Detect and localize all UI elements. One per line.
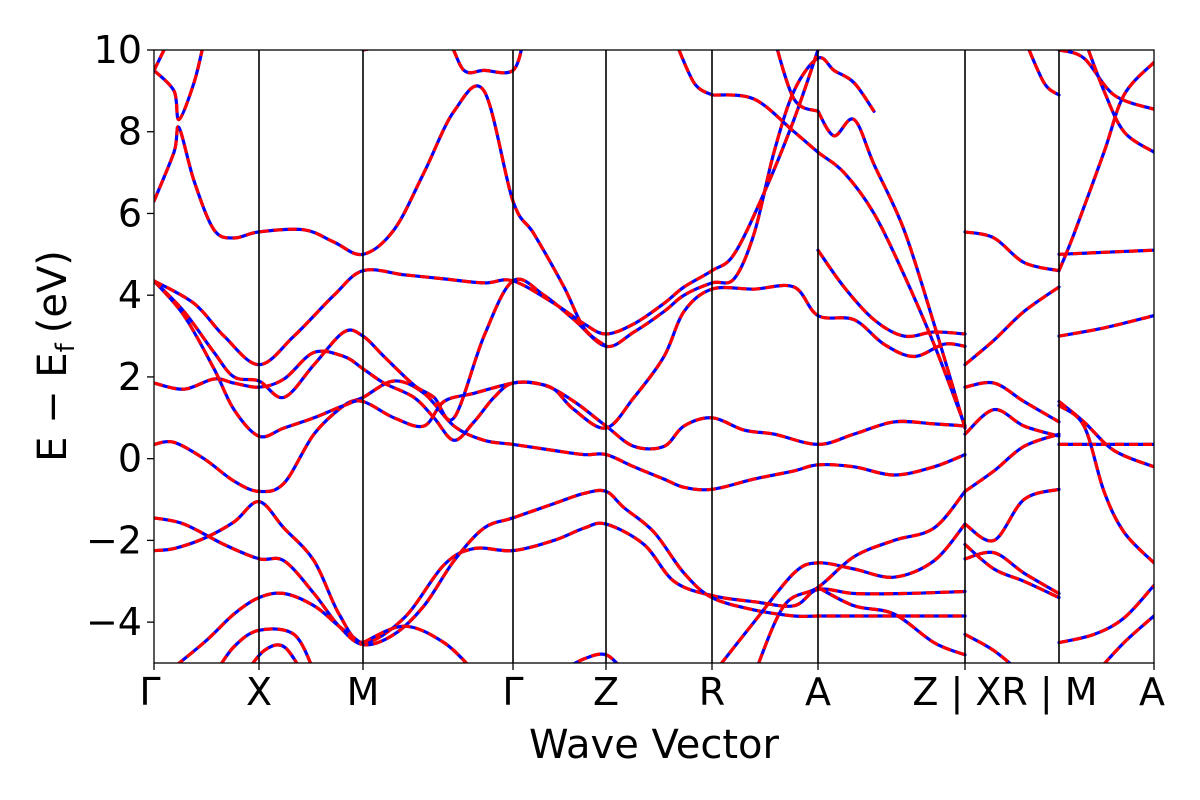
band-line-red-23 xyxy=(817,585,966,657)
x-tick-label: Γ xyxy=(502,670,523,714)
y-axis-ticks: −4 −2 0 2 4 6 8 10 xyxy=(86,28,154,644)
band-line-blue-14 xyxy=(816,109,967,430)
band-line-blue-3 xyxy=(154,349,967,451)
band-line-red-1 xyxy=(154,488,965,647)
band-line-blue-12 xyxy=(710,93,967,428)
band-line-blue-0 xyxy=(154,500,967,645)
x-tick-label: Γ xyxy=(139,670,160,714)
band-line-red-40 xyxy=(1102,614,1154,663)
band-line-red-25 xyxy=(963,285,1060,366)
band-line-blue-13 xyxy=(677,50,714,97)
x-axis-ticks: Γ X M Γ Z R A Z | XR | M A xyxy=(139,663,1165,715)
y-tick-label: 6 xyxy=(118,191,142,235)
band-line-red-11 xyxy=(816,249,966,339)
band-line-red-21 xyxy=(719,523,967,663)
band-line-red-0 xyxy=(154,500,966,645)
y-tick-label: −4 xyxy=(86,600,142,644)
y-tick-label: 4 xyxy=(118,273,142,317)
band-line-red-16 xyxy=(176,591,364,663)
band-line-red-29 xyxy=(964,487,1060,543)
band-line-blue-4 xyxy=(154,279,967,439)
band-line-blue-24 xyxy=(963,230,1061,273)
band-line-red-5 xyxy=(154,56,876,422)
band-line-blue-39 xyxy=(1057,583,1154,645)
band-line-red-34 xyxy=(1058,248,1154,256)
band-line-red-35 xyxy=(1058,314,1154,338)
x-tick-label: A xyxy=(1139,670,1165,714)
band-line-red-42 xyxy=(1057,61,1154,272)
band-line-blue-23 xyxy=(816,585,967,657)
band-line-blue-33 xyxy=(1027,50,1061,97)
band-lines xyxy=(154,50,1154,663)
x-tick-label: X xyxy=(246,670,272,714)
band-line-red-8 xyxy=(154,50,204,122)
x-tick-label: Z xyxy=(593,670,619,714)
x-tick-label: M xyxy=(347,670,380,714)
band-line-red-30 xyxy=(964,550,1060,595)
band-line-blue-11 xyxy=(816,248,967,339)
band-line-red-18 xyxy=(362,624,469,663)
y-axis-label-subscript: f xyxy=(51,342,81,352)
band-line-red-2 xyxy=(154,379,966,494)
band-line-red-39 xyxy=(1058,584,1154,645)
y-tick-label: 10 xyxy=(94,28,142,72)
kpoint-divider-lines xyxy=(258,50,1060,663)
band-line-red-38 xyxy=(1057,404,1154,565)
band-line-red-4 xyxy=(154,279,966,439)
x-tick-label: A xyxy=(805,670,831,714)
band-line-red-6 xyxy=(154,50,820,367)
band-line-red-31 xyxy=(963,543,1060,600)
band-line-blue-43 xyxy=(1086,50,1154,154)
band-line-red-22 xyxy=(757,490,967,663)
band-line-red-3 xyxy=(154,349,966,451)
band-line-red-14 xyxy=(816,110,967,429)
band-line-red-43 xyxy=(1086,50,1154,154)
y-axis-label-unit: (eV) xyxy=(30,250,76,333)
band-line-red-26 xyxy=(964,380,1060,424)
band-line-red-17 xyxy=(219,627,313,663)
band-line-red-7 xyxy=(154,84,608,348)
band-line-blue-26 xyxy=(963,380,1061,424)
band-line-red-24 xyxy=(964,230,1060,273)
band-line-red-27 xyxy=(963,407,1060,438)
y-tick-label: 2 xyxy=(118,355,142,399)
band-line-blue-10 xyxy=(361,50,523,75)
band-line-blue-29 xyxy=(963,487,1061,543)
band-line-red-13 xyxy=(677,50,713,97)
band-line-red-12 xyxy=(711,93,967,427)
plot-frame xyxy=(153,49,1155,664)
band-line-red-19 xyxy=(250,643,299,663)
band-line-blue-7 xyxy=(154,84,608,348)
band-line-red-32 xyxy=(964,632,1013,663)
band-line-blue-38 xyxy=(1057,403,1154,565)
y-axis-label: E − Ef (eV) xyxy=(30,250,81,462)
y-tick-label: −2 xyxy=(86,518,142,562)
x-axis-label: Wave Vector xyxy=(529,722,780,768)
y-tick-label: 8 xyxy=(118,110,142,154)
y-axis-label-main: E − E xyxy=(30,352,76,462)
band-line-red-33 xyxy=(1027,50,1061,97)
x-tick-label: Z | XR | M xyxy=(912,670,1097,715)
y-tick-label: 0 xyxy=(118,437,142,481)
band-line-red-28 xyxy=(964,432,1060,493)
x-tick-label: R xyxy=(699,670,725,714)
band-line-red-10 xyxy=(363,50,523,75)
band-line-red-37 xyxy=(1057,400,1154,469)
band-line-red-15 xyxy=(775,50,819,113)
